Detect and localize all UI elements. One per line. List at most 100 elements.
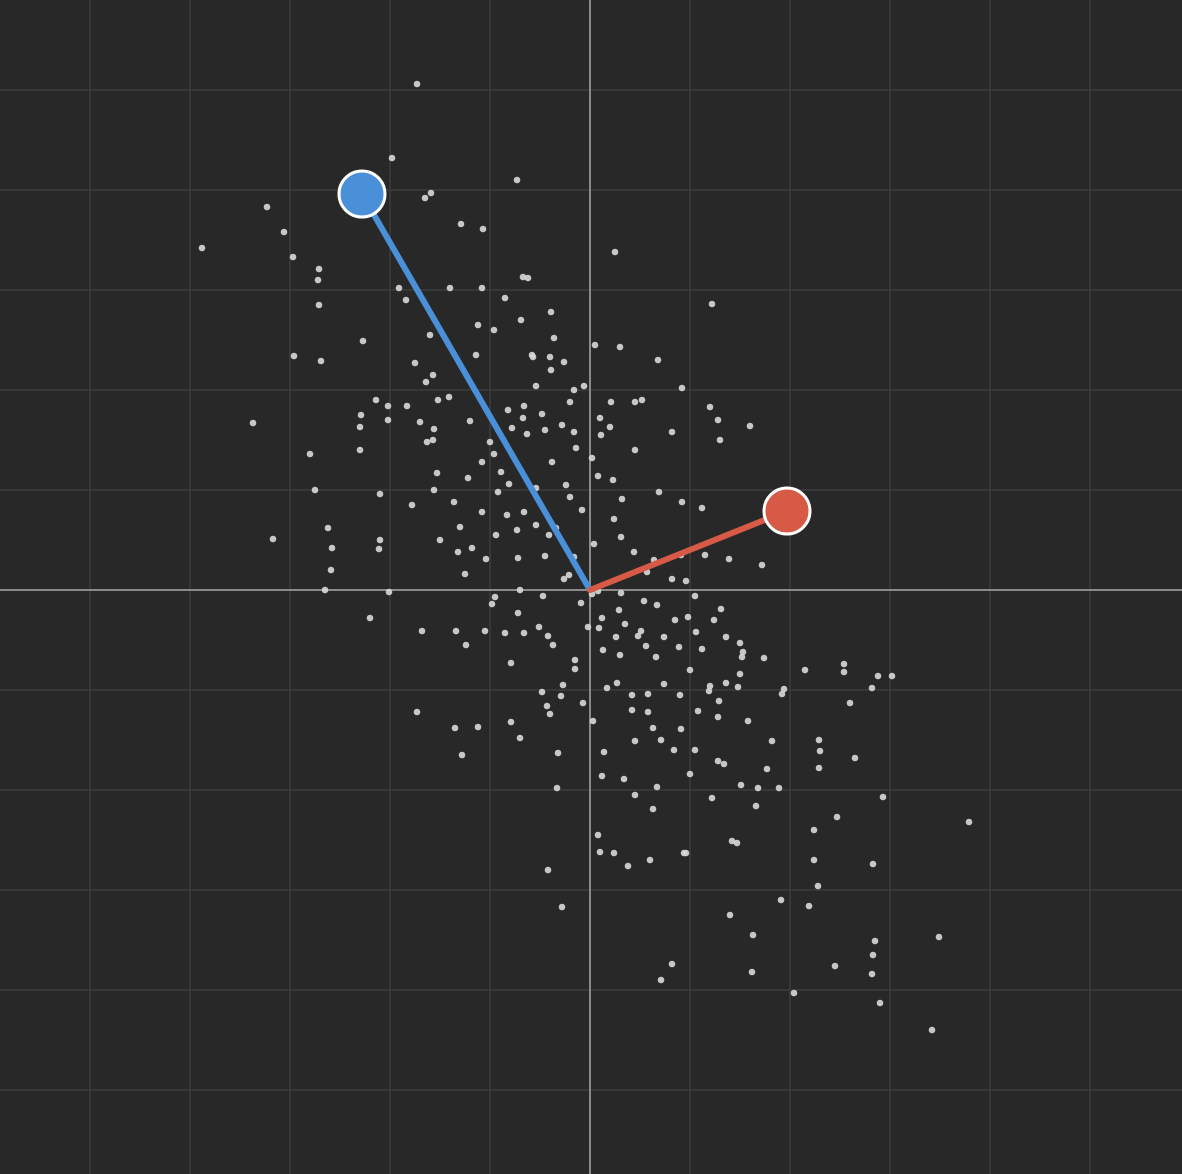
data-point (546, 353, 554, 361)
data-point (594, 831, 602, 839)
data-point (590, 540, 598, 548)
data-point (494, 488, 502, 496)
data-point (675, 643, 683, 651)
data-point (486, 438, 494, 446)
data-point (744, 717, 752, 725)
data-point (805, 902, 813, 910)
data-point (384, 416, 392, 424)
vector-line-1 (359, 191, 593, 593)
data-point (733, 839, 741, 847)
data-point (621, 620, 629, 628)
data-point (752, 802, 760, 810)
data-point (598, 614, 606, 622)
data-point (421, 194, 429, 202)
data-point (519, 273, 527, 281)
data-point (801, 666, 809, 674)
data-point (547, 366, 555, 374)
data-point (491, 593, 499, 601)
data-point (722, 633, 730, 641)
data-point (553, 784, 561, 792)
data-point (706, 403, 714, 411)
data-point (413, 708, 421, 716)
data-point (640, 597, 648, 605)
data-point (628, 691, 636, 699)
data-point (507, 718, 515, 726)
data-point (532, 521, 540, 529)
data-point (580, 382, 588, 390)
data-point (734, 683, 742, 691)
data-point (468, 544, 476, 552)
data-point (457, 220, 465, 228)
data-point (610, 849, 618, 857)
data-point (384, 402, 392, 410)
data-point (548, 458, 556, 466)
data-point (375, 545, 383, 553)
data-point (644, 708, 652, 716)
data-point (603, 684, 611, 692)
data-point (637, 627, 645, 635)
data-point (560, 575, 568, 583)
data-point (572, 444, 580, 452)
data-point (814, 882, 822, 890)
data-point (315, 301, 323, 309)
data-point (408, 501, 416, 509)
data-point (869, 860, 877, 868)
data-point (616, 651, 624, 659)
data-point (446, 284, 454, 292)
vector-handle-1[interactable] (337, 169, 387, 219)
data-point (524, 274, 532, 282)
vector-handle-2[interactable] (762, 486, 812, 536)
data-point (436, 536, 444, 544)
data-point (472, 351, 480, 359)
data-point (726, 911, 734, 919)
data-point (321, 586, 329, 594)
data-point (810, 856, 818, 864)
data-point (831, 962, 839, 970)
data-point (519, 414, 527, 422)
data-point (691, 592, 699, 600)
data-point (328, 544, 336, 552)
data-point (678, 498, 686, 506)
data-point (504, 406, 512, 414)
data-point (280, 228, 288, 236)
data-point (840, 668, 848, 676)
data-point (714, 713, 722, 721)
data-point (269, 535, 277, 543)
data-point (720, 760, 728, 768)
data-point (684, 613, 692, 621)
data-point (722, 679, 730, 687)
data-point (513, 526, 521, 534)
data-point (612, 633, 620, 641)
data-point (810, 826, 818, 834)
data-point (777, 896, 785, 904)
data-point (570, 386, 578, 394)
data-point (532, 382, 540, 390)
data-point (508, 424, 516, 432)
data-point (739, 648, 747, 656)
data-point (357, 411, 365, 419)
data-point (851, 754, 859, 762)
data-point (445, 393, 453, 401)
data-point (427, 189, 435, 197)
data-point (630, 548, 638, 556)
data-point (520, 402, 528, 410)
data-point (372, 396, 380, 404)
data-point (682, 849, 690, 857)
data-point (888, 672, 896, 680)
data-point (543, 702, 551, 710)
data-point (503, 511, 511, 519)
data-point (560, 358, 568, 366)
data-point (620, 775, 628, 783)
data-point (657, 976, 665, 984)
data-point (539, 592, 547, 600)
data-point (879, 793, 887, 801)
data-point (433, 469, 441, 477)
data-point (775, 784, 783, 792)
data-point (388, 154, 396, 162)
data-point (691, 746, 699, 754)
data-point (631, 446, 639, 454)
data-point (657, 736, 665, 744)
data-point (452, 627, 460, 635)
data-point (701, 551, 709, 559)
